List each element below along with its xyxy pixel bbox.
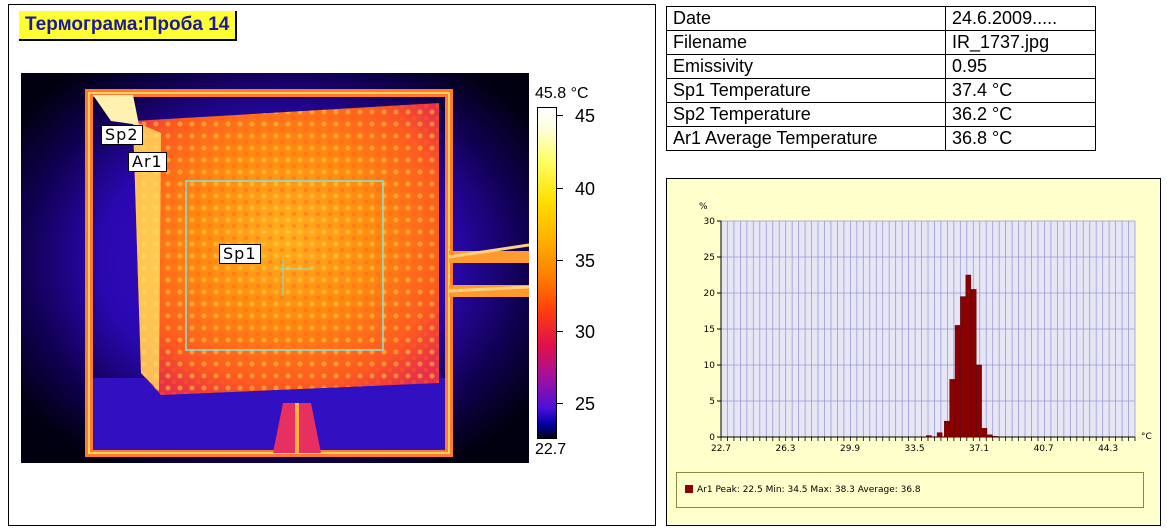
histogram-bar [976,364,982,438]
y-axis-label: % [699,202,708,212]
histogram-bar [936,432,943,438]
histogram-chart: 0 5 10 15 20 25 30 22.7 26.3 29.9 33.5 37.1 40.7 44.3… [699,202,1152,454]
temperature-colorbar [537,107,557,439]
table-row: Emissivity 0.95 [666,54,1096,79]
sp2-marker: Sp2 [101,125,143,145]
thermal-image: Sp2 Ar1 Sp1 [21,73,529,463]
info-table: Date 24.6.2009..... Filename IR_1737.jpg… [666,6,1096,151]
x-tick-label: 29.9 [840,444,860,454]
y-tick-label: 10 [704,361,716,371]
x-tick-label: 44.3 [1098,444,1118,454]
x-tick-label: 33.5 [905,444,925,454]
histogram-bar [992,436,998,438]
histogram-bar [970,289,977,438]
y-tick-label: 0 [709,433,715,443]
y-tick-label: 20 [704,289,716,299]
x-tick-label: 22.7 [711,444,731,454]
chart-legend: Ar1 Peak: 22.5 Min: 34.5 Max: 38.3 Avera… [676,472,1144,508]
thermal-image-graphic [21,73,529,463]
y-tick-label: 25 [704,253,715,263]
histogram-bar [926,435,932,438]
row-value: IR_1737.jpg [945,30,1096,55]
colorbar-max-label: 45.8 °C [535,85,589,102]
table-row: Sp2 Temperature 36.2 °C [666,102,1096,127]
colorbar-tick-label: 40 [575,179,596,199]
colorbar-tick-label: 30 [575,322,596,342]
colorbar-tick [557,260,563,261]
row-label: Filename [666,30,946,55]
row-label: Emissivity [666,54,946,79]
ar1-marker: Ar1 [128,152,167,172]
table-row: Filename IR_1737.jpg [666,30,1096,55]
histogram-bar [987,434,993,438]
histogram-bar [944,420,950,438]
x-tick-label: 37.1 [969,444,989,454]
legend-text: Ar1 Peak: 22.5 Min: 34.5 Max: 38.3 Avera… [697,485,921,495]
histogram-bar [949,379,955,438]
y-tick-label: 5 [709,397,715,407]
colorbar-tick-label: 45 [575,106,596,126]
histogram-bar [960,296,966,438]
histogram-bar [965,274,972,438]
row-label: Sp1 Temperature [666,78,946,103]
sp1-marker: Sp1 [219,244,261,264]
row-label: Sp2 Temperature [666,102,946,127]
histogram-panel: 0 5 10 15 20 25 30 22.7 26.3 29.9 33.5 37.1 40.7 44.3… [666,178,1161,526]
x-tick-label: 26.3 [775,444,795,454]
report-title: Термограма:Проба 14 [19,11,238,41]
colorbar-tick-label: 35 [575,251,596,271]
y-tick-label: 30 [704,217,716,227]
row-label: Ar1 Average Temperature [666,126,946,151]
table-row: Sp1 Temperature 37.4 °C [666,78,1096,103]
row-value: 0.95 [945,54,1096,79]
colorbar-tick [557,331,563,332]
table-row: Date 24.6.2009..... [666,6,1096,31]
row-label: Date [666,6,946,31]
x-axis-label: °C [1141,432,1152,442]
table-row: Ar1 Average Temperature 36.8 °C [666,126,1096,151]
colorbar-tick-label: 25 [575,394,596,414]
colorbar-min-label: 22.7 [535,441,567,458]
histogram-bar [981,428,988,438]
thermogram-panel: Термограма:Проба 14 [8,4,656,526]
row-value: 37.4 °C [945,78,1096,103]
row-value: 36.2 °C [945,102,1096,127]
histogram-bar [954,325,961,438]
legend-swatch [685,485,693,493]
y-tick-label: 15 [704,325,715,335]
x-tick-label: 40.7 [1034,444,1054,454]
colorbar-tick [557,115,563,116]
colorbar-tick [557,188,563,189]
colorbar-tick [557,403,563,404]
row-value: 36.8 °C [945,126,1096,151]
row-value: 24.6.2009..... [945,6,1096,31]
